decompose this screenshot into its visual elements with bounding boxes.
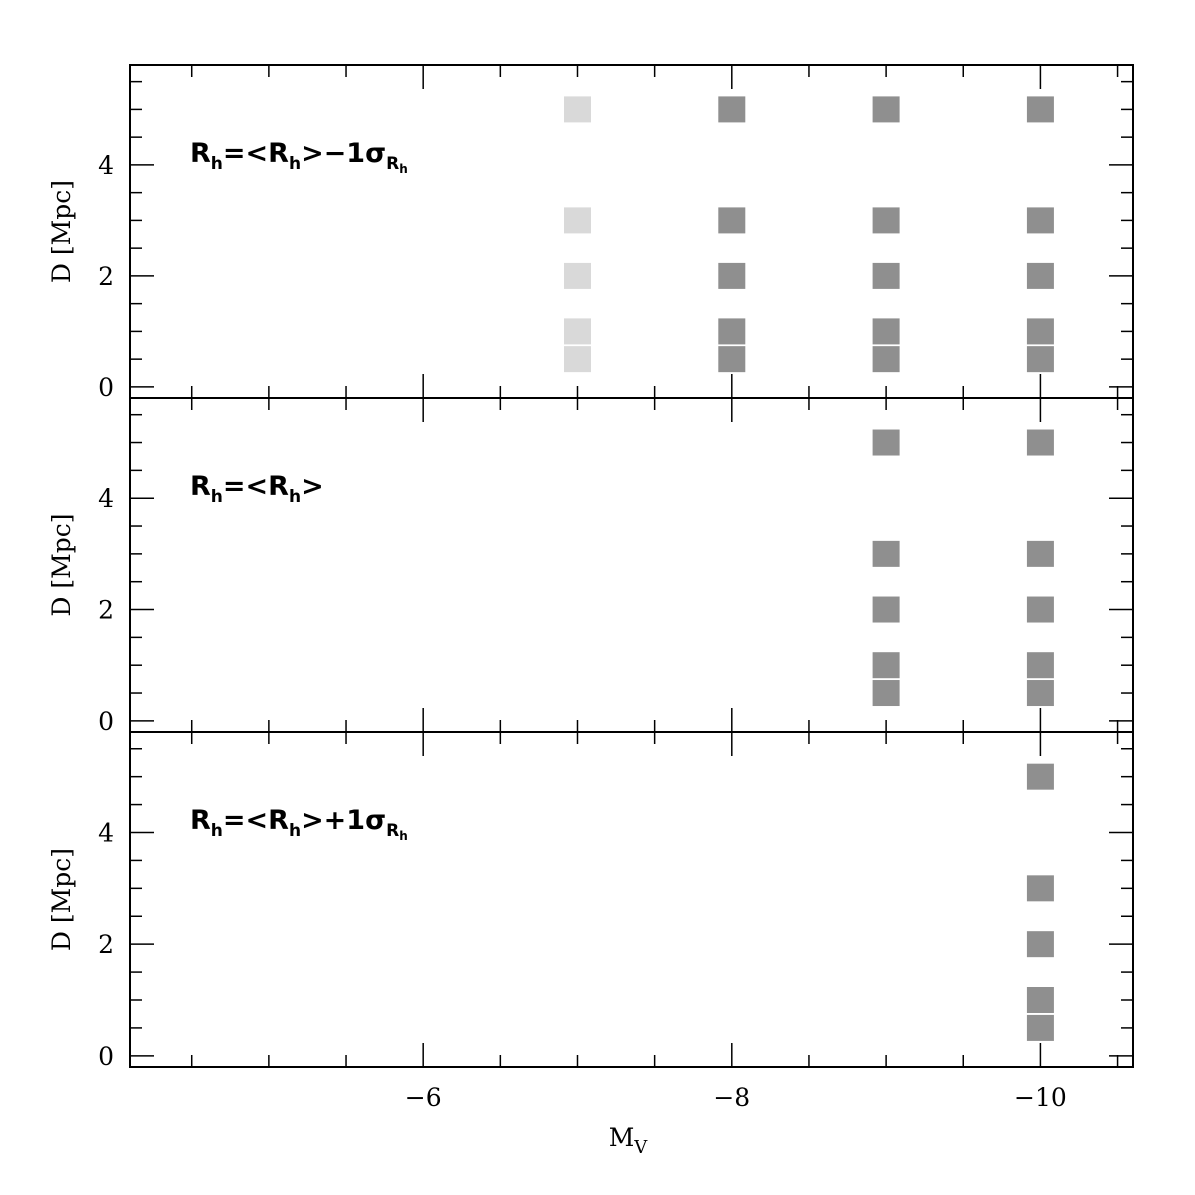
- data-point: [1026, 875, 1054, 902]
- y-tick-label: 2: [98, 262, 114, 291]
- y-tick-label: 2: [98, 596, 114, 625]
- data-point: [1026, 987, 1054, 1013]
- data-point: [718, 207, 746, 234]
- data-point: [872, 318, 900, 345]
- panel-label: Rh=<Rh>−1σRh: [190, 138, 408, 176]
- data-point: [872, 596, 900, 623]
- data-point: [872, 96, 900, 123]
- y-tick-label: 4: [98, 151, 114, 180]
- data-point: [563, 207, 591, 234]
- data-point: [1026, 318, 1054, 345]
- x-axis-title-subscript: V: [633, 1137, 648, 1158]
- data-point: [1026, 262, 1054, 289]
- data-point: [872, 262, 900, 289]
- data-point: [872, 346, 900, 373]
- x-axis-labels: −6 −8 −10: [405, 1083, 1067, 1112]
- y-tick-label: 4: [98, 484, 114, 513]
- y-axis-title: D [Mpc]: [47, 848, 76, 951]
- data-point: [1026, 207, 1054, 234]
- x-tick-label: −6: [405, 1083, 442, 1112]
- y-tick-label: 2: [98, 930, 114, 959]
- data-point: [563, 262, 591, 289]
- x-tick-label: −10: [1014, 1083, 1067, 1112]
- data-point: [1026, 763, 1054, 790]
- data-point: [1026, 680, 1054, 707]
- data-point: [718, 96, 746, 123]
- x-axis-title: MV: [609, 1123, 649, 1158]
- data-point: [1026, 596, 1054, 623]
- data-point: [718, 262, 746, 289]
- data-point: [872, 680, 900, 707]
- data-point: [1026, 429, 1054, 456]
- y-tick-label: 0: [98, 707, 114, 736]
- y-tick-label: 0: [98, 373, 114, 402]
- data-point: [1026, 931, 1054, 958]
- data-point: [1026, 1014, 1054, 1041]
- y-axis-title: D [Mpc]: [47, 513, 76, 616]
- data-point: [872, 652, 900, 679]
- panel-frame: [129, 397, 1134, 733]
- panel-3: 0 2 4 D [Mpc] Rh=<Rh>+1σRh: [47, 731, 1134, 1071]
- data-point: [563, 318, 591, 345]
- data-point: [718, 346, 746, 373]
- data-point: [872, 429, 900, 456]
- data-point: [1026, 540, 1054, 567]
- panel-label: Rh=<Rh>: [190, 471, 324, 507]
- data-point: [872, 207, 900, 234]
- data-point: [872, 540, 900, 567]
- panel-2: 0 2 4 D [Mpc] Rh=<Rh>: [47, 397, 1134, 736]
- data-point: [1026, 346, 1054, 373]
- panel-1: 0 2 4 D [Mpc] Rh=<Rh>−1σRh: [47, 64, 1134, 402]
- panel-frame: [129, 64, 1134, 399]
- data-point: [718, 318, 746, 345]
- data-point: [1026, 652, 1054, 679]
- data-point: [563, 96, 591, 123]
- x-tick-label: −8: [713, 1083, 750, 1112]
- y-axis-title: D [Mpc]: [47, 180, 76, 283]
- panel-frame: [129, 731, 1134, 1068]
- y-tick-label: 4: [98, 819, 114, 848]
- panel-label: Rh=<Rh>+1σRh: [190, 805, 408, 843]
- data-point: [1026, 96, 1054, 123]
- y-tick-label: 0: [98, 1042, 114, 1071]
- data-point: [563, 346, 591, 373]
